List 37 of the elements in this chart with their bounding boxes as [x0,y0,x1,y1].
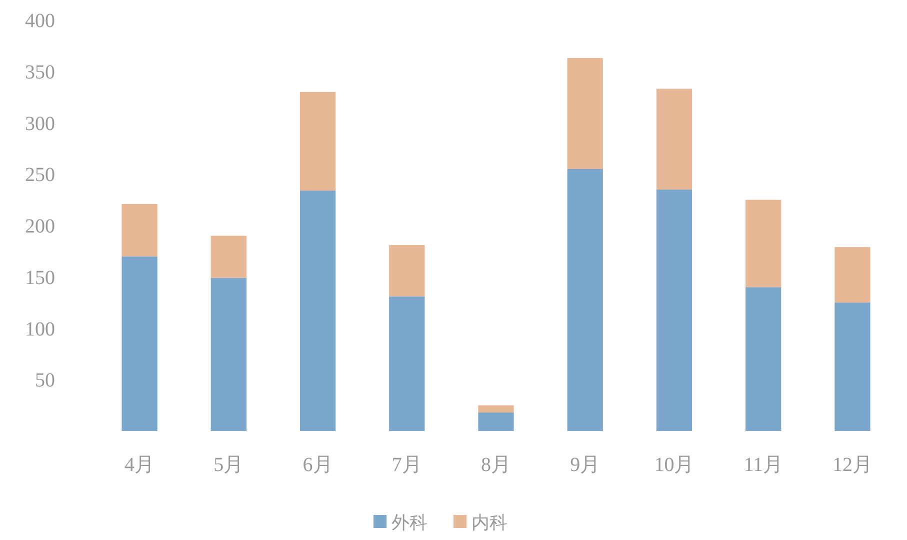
y-tick-label: 250 [25,164,55,186]
legend-label: 外科 [392,512,428,532]
bar [210,278,246,431]
bar [567,168,603,431]
bar [656,190,692,431]
y-tick-label: 100 [25,318,55,340]
y-tick-label: 350 [25,61,55,84]
y-tick-label: 300 [25,112,55,135]
bar [478,405,514,413]
x-tick-label: 12月 [832,454,872,476]
bar [656,88,692,190]
bar [389,245,425,296]
x-tick-label: 11月 [744,454,783,476]
bar [122,256,158,431]
x-tick-label: 4月 [124,454,155,476]
y-tick-label: 50 [35,370,55,392]
bar [567,58,603,169]
bar [834,247,870,303]
legend-label: 内科 [472,512,508,532]
y-tick-label: 150 [25,266,55,289]
bar [210,236,246,278]
bar [478,412,514,431]
x-tick-label: 9月 [570,454,600,476]
x-tick-label: 8月 [481,454,511,476]
x-tick-label: 6月 [302,454,333,476]
bar [300,190,336,431]
y-tick-label: 200 [25,216,55,238]
x-tick-label: 7月 [392,454,422,476]
x-tick-label: 10月 [654,454,694,476]
bar [122,204,158,256]
y-tick-label: 400 [25,10,55,32]
bar [746,287,782,431]
bar [746,200,782,288]
bar [389,296,425,431]
bar [300,92,336,191]
bar [834,302,870,431]
x-tick-label: 5月 [214,454,244,476]
